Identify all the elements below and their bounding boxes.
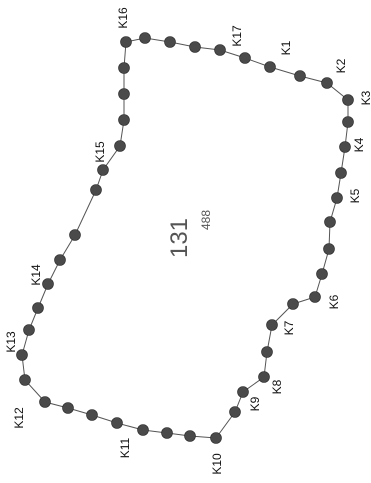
parcel-area: 488 bbox=[199, 210, 213, 230]
vertex-label-k4: K4 bbox=[352, 137, 366, 152]
survey-point bbox=[331, 192, 343, 204]
vertex-label-k1: K1 bbox=[279, 40, 293, 55]
survey-point bbox=[294, 70, 306, 82]
survey-point bbox=[266, 319, 278, 331]
vertex-label-k14: K14 bbox=[29, 264, 43, 286]
vertex-label-k6: K6 bbox=[327, 294, 341, 309]
survey-point bbox=[339, 141, 351, 153]
vertex-label-k9: K9 bbox=[248, 396, 262, 411]
survey-point bbox=[118, 88, 130, 100]
parcel-boundary bbox=[21, 37, 349, 439]
survey-point bbox=[111, 417, 123, 429]
vertex-label-k10: K10 bbox=[210, 453, 224, 475]
vertex-label-k7: K7 bbox=[282, 320, 296, 335]
survey-point bbox=[42, 278, 54, 290]
vertex-label-k2: K2 bbox=[334, 58, 348, 73]
vertex-label-k5: K5 bbox=[348, 188, 362, 203]
survey-point bbox=[323, 243, 335, 255]
survey-point bbox=[120, 36, 132, 48]
survey-point bbox=[16, 349, 28, 361]
survey-point bbox=[54, 254, 66, 266]
survey-point bbox=[229, 406, 241, 418]
vertex-label-k15: K15 bbox=[93, 141, 107, 163]
survey-point bbox=[342, 116, 354, 128]
survey-points bbox=[16, 32, 354, 444]
survey-point bbox=[324, 216, 336, 228]
survey-point bbox=[23, 324, 35, 336]
parcel-number: 131 bbox=[166, 218, 193, 258]
survey-point bbox=[321, 77, 333, 89]
survey-point bbox=[287, 298, 299, 310]
survey-point bbox=[118, 62, 130, 74]
survey-point bbox=[189, 41, 201, 53]
survey-point bbox=[39, 396, 51, 408]
survey-point bbox=[97, 164, 109, 176]
survey-point bbox=[237, 386, 249, 398]
survey-point bbox=[239, 52, 251, 64]
vertex-label-k16: K16 bbox=[116, 7, 130, 29]
vertex-label-k11: K11 bbox=[118, 437, 132, 458]
survey-point bbox=[137, 424, 149, 436]
survey-point bbox=[261, 346, 273, 358]
survey-point bbox=[90, 184, 102, 196]
survey-point bbox=[69, 229, 81, 241]
survey-point bbox=[335, 167, 347, 179]
vertex-label-k12: K12 bbox=[12, 407, 26, 429]
survey-point bbox=[210, 432, 222, 444]
survey-point bbox=[184, 430, 196, 442]
survey-point bbox=[316, 268, 328, 280]
survey-point bbox=[264, 61, 276, 73]
vertex-label-k3: K3 bbox=[359, 90, 371, 105]
survey-point bbox=[32, 302, 44, 314]
survey-point bbox=[309, 291, 321, 303]
survey-point bbox=[164, 36, 176, 48]
survey-point bbox=[139, 32, 151, 44]
survey-point bbox=[342, 94, 354, 106]
survey-point bbox=[161, 427, 173, 439]
survey-point bbox=[19, 374, 31, 386]
vertex-label-k17: K17 bbox=[230, 25, 244, 47]
survey-point bbox=[258, 371, 270, 383]
survey-point bbox=[62, 402, 74, 414]
vertex-label-k13: K13 bbox=[4, 331, 18, 353]
survey-point bbox=[118, 114, 130, 126]
vertex-label-k8: K8 bbox=[270, 379, 284, 394]
survey-point bbox=[86, 409, 98, 421]
survey-point bbox=[114, 140, 126, 152]
survey-point bbox=[214, 44, 226, 56]
